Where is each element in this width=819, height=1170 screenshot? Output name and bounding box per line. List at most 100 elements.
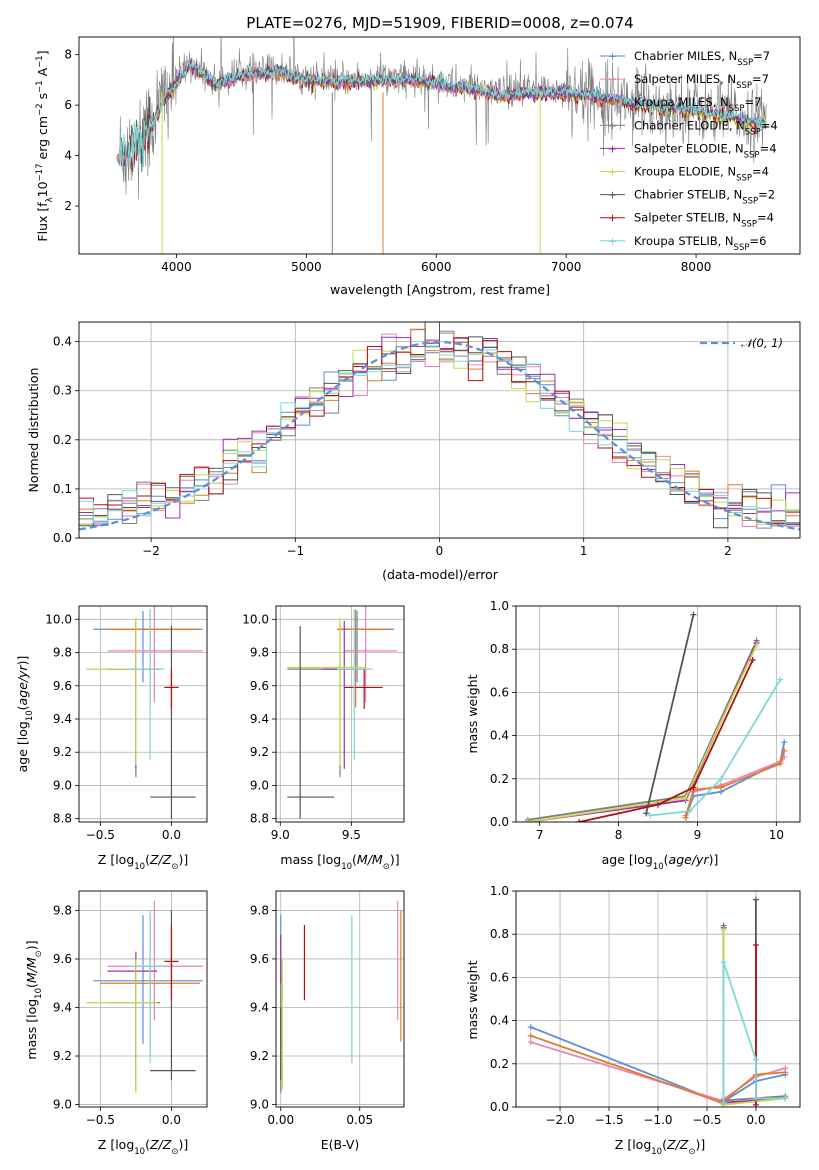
errorbar-point xyxy=(86,958,158,1093)
legend-marker: + xyxy=(608,73,617,86)
line-kroupa-stelib xyxy=(720,959,789,1106)
axes-frame-mass-weight-vs-age xyxy=(515,605,801,823)
grid-mass-vs-ebv xyxy=(276,891,404,1107)
y-tick-label: 2 xyxy=(64,199,72,213)
plot-area-mass-weight-vs-age xyxy=(524,611,788,822)
y-tick-label: 9.2 xyxy=(250,1049,269,1063)
y-tick-label: 1.0 xyxy=(490,884,509,898)
legend-residuals: 𝒩(0, 1) xyxy=(700,336,783,350)
y-tick-label: 10.0 xyxy=(242,612,269,626)
axes-mass-weight-vs-Z: −2.0 −1.5 −1.0 −0.5 0.0 0.0 0.2 0.4 0.6 0.8 1.0 Z [… xyxy=(465,884,801,1157)
y-axis-label-spectrum: Flux [fλ10−17 erg cm−2 s−1 A−1] xyxy=(35,50,55,241)
y-tick-label: 0.8 xyxy=(490,642,509,656)
series-line xyxy=(527,644,758,822)
series-marker xyxy=(777,676,784,683)
axes-frame-age-vs-Z xyxy=(78,605,208,823)
x-tick-label: 5000 xyxy=(291,260,322,274)
y-tick-label: 6 xyxy=(64,98,72,112)
line-salpeter-stelib xyxy=(576,657,756,822)
x-tick-label: 8 xyxy=(615,828,623,842)
series-line xyxy=(527,642,758,822)
series-line xyxy=(527,640,758,821)
legend-label: Chabrier ELODIE, NSSP=4 xyxy=(634,118,778,137)
series-marker xyxy=(647,812,654,819)
x-tick-label: −0.5 xyxy=(86,1113,115,1127)
series-marker xyxy=(718,784,725,791)
series-marker xyxy=(782,1069,789,1076)
axes-frame-mass-vs-ebv xyxy=(275,890,405,1108)
legend-label: Salpeter STELIB, NSSP=4 xyxy=(634,211,774,230)
axes-frame-residuals xyxy=(78,321,801,539)
x-tick-label: 4000 xyxy=(161,260,192,274)
y-tick-label: 0.1 xyxy=(53,482,72,496)
axes-frame-mass-weight-vs-Z xyxy=(515,890,801,1108)
x-axis-label-mw-Z: Z [log10(Z/Z⊙)] xyxy=(615,1137,705,1157)
y-tick-label: 8.8 xyxy=(250,812,269,826)
legend-marker: + xyxy=(608,166,617,179)
line-kroupa-stelib xyxy=(647,676,784,819)
x-tick-label: 9.0 xyxy=(271,828,290,842)
errorbar-point xyxy=(164,669,179,710)
series-marker xyxy=(682,795,689,802)
x-tick-label: −2.0 xyxy=(545,1113,574,1127)
x-tick-label: 9.5 xyxy=(342,828,361,842)
errorbar-point xyxy=(107,606,203,703)
series-marker xyxy=(527,1032,534,1039)
y-tick-label: 9.2 xyxy=(53,1049,72,1063)
legend-label: Chabrier STELIB, NSSP=2 xyxy=(634,188,775,207)
errorbar-point xyxy=(93,610,203,683)
x-tick-label: 0.05 xyxy=(346,1113,373,1127)
errorbar-point xyxy=(344,606,397,703)
errorbar-point xyxy=(150,910,196,1081)
grid-mass-weight-vs-age xyxy=(516,605,800,823)
series-line xyxy=(530,1034,786,1104)
x-tick-label: −0.5 xyxy=(692,1113,721,1127)
x-tick-label: −1 xyxy=(286,544,304,558)
series-marker xyxy=(781,739,788,746)
plot-area-age-vs-Z xyxy=(86,606,203,819)
y-tick-label: 10.0 xyxy=(45,612,72,626)
axes-mass-vs-Z: −0.5 0.0 9.0 9.2 9.4 9.6 9.8 Z [log10(Z/Z⊙)] mas… xyxy=(24,890,208,1157)
y-axis-label-mw-Z: mass weight xyxy=(465,960,480,1039)
axes-residuals: −2 −1 0 1 2 0.0 0.1 0.2 0.3 0.4 (data-model)/error… xyxy=(26,321,801,582)
y-tick-label: 9.0 xyxy=(250,778,269,792)
series-marker xyxy=(655,801,661,808)
errorbar-point xyxy=(344,669,383,710)
x-tick-label: −2 xyxy=(142,544,160,558)
legend-marker: + xyxy=(608,119,617,132)
y-tick-label: 9.6 xyxy=(53,952,72,966)
y-tick-label: 9.2 xyxy=(250,745,269,759)
x-axis-label-ebv: E(B-V) xyxy=(321,1137,360,1152)
x-tick-label: 10 xyxy=(769,828,784,842)
errorbar-point xyxy=(337,609,373,761)
y-axis-label-mass-Z: mass [log10(M/M⊙)] xyxy=(24,940,44,1059)
series-marker xyxy=(753,641,760,648)
legend-label: Salpeter ELODIE, NSSP=4 xyxy=(634,141,777,160)
histogram-salpeter-stelib xyxy=(79,337,800,527)
line-chabrier-stelib xyxy=(643,611,697,817)
y-tick-label: 0.3 xyxy=(53,384,72,398)
line-chabrier-elodie xyxy=(524,637,760,822)
plot-area-mass-vs-ebv xyxy=(280,900,402,1093)
x-tick-label: 7 xyxy=(536,828,544,842)
errorbar-point xyxy=(128,910,165,1064)
y-tick-label: 0.6 xyxy=(490,970,509,984)
line-salpeter-elodie xyxy=(524,639,760,822)
y-tick-label: 9.0 xyxy=(250,1098,269,1112)
y-tick-label: 0.0 xyxy=(53,531,72,545)
x-tick-label: 0.0 xyxy=(162,1113,181,1127)
axes-frame-age-vs-mass xyxy=(275,605,405,823)
axes-age-vs-Z: −0.5 0.0 8.8 9.0 9.2 9.4 9.6 9.8 10.0 Z [log10(Z/… xyxy=(15,605,208,872)
series-marker xyxy=(781,747,788,754)
axes-spectrum: 4000 5000 6000 7000 8000 2 4 6 8 PLATE=0276, MJD=… xyxy=(35,14,801,297)
y-tick-label: 9.4 xyxy=(250,712,269,726)
series-line xyxy=(578,659,754,822)
series-marker xyxy=(752,1095,759,1102)
y-tick-label: 9.8 xyxy=(250,903,269,917)
plot-area-mass-weight-vs-Z xyxy=(527,896,789,1107)
x-axis-label-mw-age: age [log10(age/yr)] xyxy=(602,852,719,872)
y-tick-label: 9.8 xyxy=(53,903,72,917)
x-tick-label: −0.5 xyxy=(86,828,115,842)
series-marker xyxy=(777,760,784,767)
